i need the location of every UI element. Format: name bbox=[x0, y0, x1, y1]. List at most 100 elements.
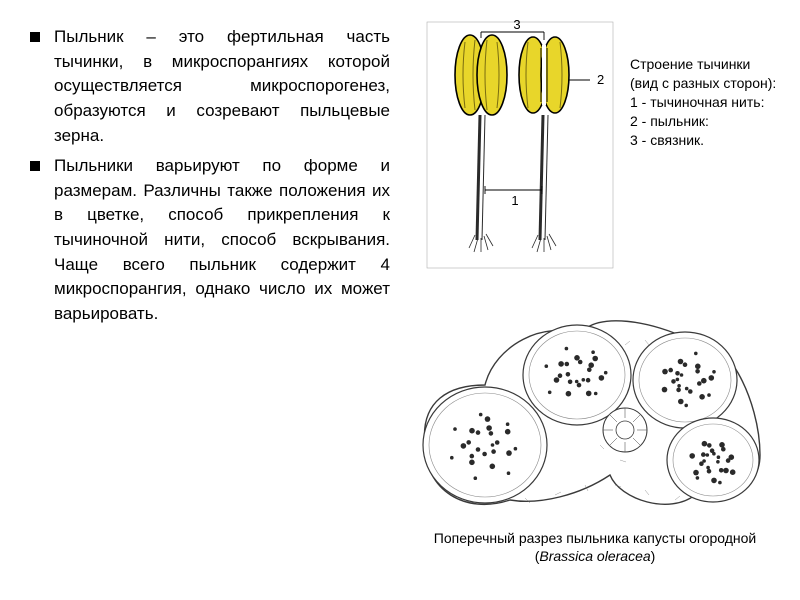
pollen-grain bbox=[582, 378, 586, 382]
pollen-grain bbox=[476, 430, 481, 435]
caption-line-2: 2 - пыльник: bbox=[630, 112, 780, 131]
pollen-grain bbox=[697, 381, 702, 386]
pollen-grain bbox=[677, 384, 681, 388]
paragraph-1: Пыльник – это фертильная часть тычинки, … bbox=[54, 25, 390, 148]
species-name: Brassica oleracea bbox=[539, 548, 650, 564]
pollen-grain bbox=[466, 440, 471, 445]
stamen-panel: 3 2 1 Строение тычинки (вид с разных сто… bbox=[415, 20, 785, 280]
bullet-marker bbox=[30, 161, 40, 171]
pollen-grain bbox=[469, 460, 475, 466]
pollen-grain bbox=[671, 379, 676, 384]
pollen-grain bbox=[668, 368, 673, 373]
pollen-grain bbox=[588, 362, 594, 368]
caption-cross-line2: (Brassica oleracea) bbox=[395, 547, 795, 565]
pollen-grain bbox=[719, 442, 725, 448]
pollen-grain bbox=[491, 443, 495, 447]
pollen-grain bbox=[577, 383, 582, 388]
pollen-grain bbox=[676, 378, 680, 382]
pollen-grain bbox=[707, 469, 712, 474]
bullet-item-2: Пыльники варьируют по форме и размерам. … bbox=[30, 154, 390, 326]
pollen-grain bbox=[587, 368, 592, 373]
pollen-grain bbox=[662, 369, 668, 375]
pollen-grain bbox=[574, 355, 580, 361]
pollen-grain bbox=[721, 447, 726, 452]
pollen-grain bbox=[479, 413, 483, 417]
caption-cross-line1: Поперечный разрез пыльника капусты огоро… bbox=[395, 529, 795, 547]
text-column: Пыльник – это фертильная часть тычинки, … bbox=[30, 25, 390, 333]
pollen-grain bbox=[685, 387, 689, 391]
pollen-grain bbox=[712, 370, 716, 374]
pollen-grain bbox=[490, 464, 496, 470]
pollen-grain bbox=[461, 443, 467, 449]
pollen-grain bbox=[719, 468, 724, 473]
pollen-grain bbox=[599, 375, 605, 381]
locule bbox=[667, 418, 759, 502]
cross-section-caption: Поперечный разрез пыльника капусты огоро… bbox=[395, 529, 795, 565]
pollen-grain bbox=[710, 448, 715, 453]
caption-title: Строение тычинки (вид с разных сторон): bbox=[630, 55, 780, 93]
label-1: 1 bbox=[511, 193, 518, 208]
pollen-grain bbox=[476, 447, 481, 452]
pollen-grain bbox=[729, 454, 735, 460]
bullet-item-1: Пыльник – это фертильная часть тычинки, … bbox=[30, 25, 390, 148]
pollen-grain bbox=[688, 389, 693, 394]
pollen-grain bbox=[707, 443, 712, 448]
pollen-grain bbox=[469, 428, 475, 434]
pollen-grain bbox=[450, 456, 454, 460]
pollen-grain bbox=[723, 468, 729, 474]
stamen-back bbox=[519, 37, 569, 252]
stamen-caption: Строение тычинки (вид с разных сторон): … bbox=[630, 55, 780, 149]
pollen-grain bbox=[566, 372, 571, 377]
paragraph-2: Пыльники варьируют по форме и размерам. … bbox=[54, 154, 390, 326]
pollen-grain bbox=[730, 469, 736, 475]
pollen-grain bbox=[696, 476, 700, 480]
pollen-grain bbox=[683, 362, 688, 367]
pollen-grain bbox=[453, 427, 457, 431]
pollen-grain bbox=[701, 378, 707, 384]
pollen-grain bbox=[565, 362, 570, 367]
pollen-grain bbox=[568, 380, 573, 385]
pollen-grain bbox=[506, 422, 510, 426]
pollen-grain bbox=[717, 455, 721, 459]
connective bbox=[603, 408, 647, 452]
pollen-grain bbox=[545, 364, 549, 368]
pollen-grain bbox=[586, 391, 592, 397]
pollen-grain bbox=[678, 359, 684, 365]
pollen-grain bbox=[506, 450, 512, 456]
locule bbox=[633, 332, 737, 428]
pollen-grain bbox=[558, 373, 563, 378]
pollen-grain bbox=[716, 460, 720, 464]
pollen-grain bbox=[711, 478, 717, 484]
pollen-grain bbox=[507, 471, 511, 475]
pollen-grain bbox=[594, 392, 598, 396]
pollen-grain bbox=[505, 429, 511, 435]
pollen-grain bbox=[694, 352, 698, 356]
pollen-grain bbox=[489, 431, 494, 436]
pollen-grain bbox=[701, 452, 706, 457]
pollen-grain bbox=[662, 387, 668, 393]
pollen-grain bbox=[676, 388, 681, 393]
pollen-grain bbox=[548, 391, 552, 395]
pollen-grain bbox=[586, 378, 591, 383]
pollen-grain bbox=[554, 377, 560, 383]
pollen-grain bbox=[592, 356, 598, 362]
pollen-grain bbox=[578, 360, 583, 365]
stamen-front bbox=[455, 35, 507, 252]
pollen-grain bbox=[604, 371, 608, 375]
label-2: 2 bbox=[597, 72, 604, 87]
stamen-diagram: 3 2 1 bbox=[425, 20, 615, 270]
pollen-grain bbox=[706, 466, 710, 470]
bullet-marker bbox=[30, 32, 40, 42]
pollen-grain bbox=[699, 394, 705, 400]
pollen-grain bbox=[702, 441, 708, 447]
pollen-grain bbox=[591, 350, 595, 354]
label-3: 3 bbox=[513, 20, 520, 32]
pollen-grain bbox=[495, 440, 500, 445]
pollen-grain bbox=[709, 375, 715, 381]
pollen-grain bbox=[514, 447, 518, 451]
pollen-grain bbox=[695, 369, 700, 374]
pollen-grain bbox=[707, 393, 711, 397]
pollen-grain bbox=[693, 470, 699, 476]
pollen-grain bbox=[565, 347, 569, 351]
pollen-grain bbox=[689, 453, 695, 459]
